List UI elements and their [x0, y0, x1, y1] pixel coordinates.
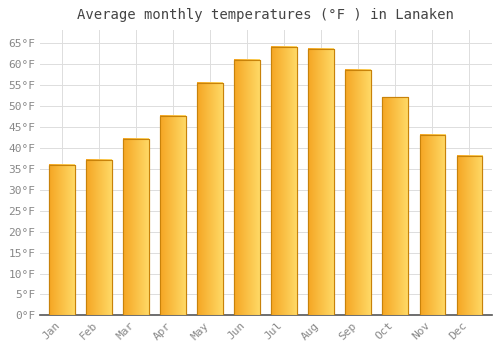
Bar — [86, 160, 113, 315]
Bar — [308, 49, 334, 315]
Title: Average monthly temperatures (°F ) in Lanaken: Average monthly temperatures (°F ) in La… — [78, 8, 454, 22]
Bar — [420, 135, 446, 315]
Bar — [272, 47, 297, 315]
Bar — [382, 98, 408, 315]
Bar — [420, 135, 446, 315]
Bar — [234, 60, 260, 315]
Bar — [308, 49, 334, 315]
Bar — [160, 116, 186, 315]
Bar — [198, 83, 224, 315]
Bar — [234, 60, 260, 315]
Bar — [346, 70, 372, 315]
Bar — [272, 47, 297, 315]
Bar — [160, 116, 186, 315]
Bar — [50, 164, 76, 315]
Bar — [346, 70, 372, 315]
Bar — [456, 156, 482, 315]
Bar — [198, 83, 224, 315]
Bar — [382, 98, 408, 315]
Bar — [86, 160, 113, 315]
Bar — [124, 139, 150, 315]
Bar — [50, 164, 76, 315]
Bar — [124, 139, 150, 315]
Bar — [456, 156, 482, 315]
